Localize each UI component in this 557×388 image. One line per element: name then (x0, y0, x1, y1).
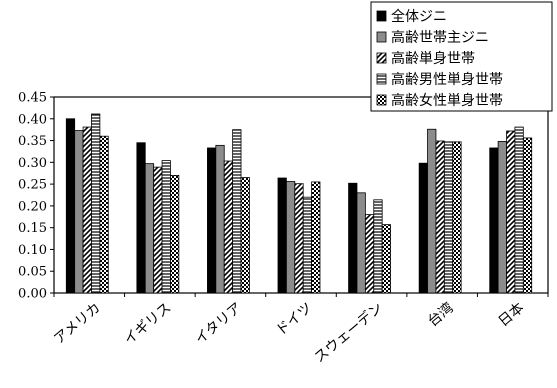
bar-全体ジニ-アメリカ (65, 118, 76, 294)
bar-高齢世帯主ジニ-スウェーデン (356, 192, 366, 294)
bar-高齢世帯主ジニ-ドイツ (285, 181, 296, 294)
bar-高齢世帯主ジニ-イタリア (215, 144, 225, 294)
bar-高齢女性単身世帯-日本 (522, 137, 533, 294)
x-category-label: イギリス (121, 300, 174, 348)
legend-label: 高齢世帯主ジニ (391, 29, 489, 46)
bar-高齢男性単身世帯-スウェーデン (373, 199, 383, 294)
bar-全体ジニ-イタリア (207, 147, 217, 294)
bar-高齢女性単身世帯-スウェーデン (381, 224, 391, 294)
bar-高齢女性単身世帯-台湾 (452, 141, 462, 294)
bar-高齢世帯主ジニ-台湾 (427, 128, 437, 294)
bar-高齢男性単身世帯-アメリカ (91, 113, 101, 294)
bar-全体ジニ-日本 (489, 147, 499, 294)
x-category-label: 台湾 (424, 299, 456, 330)
x-category-label: イタリア (192, 300, 245, 348)
bar-高齢単身世帯-アメリカ (82, 126, 92, 294)
y-tick-label: 0.20 (18, 199, 47, 214)
legend-swatch (376, 94, 387, 106)
y-tick-label: 0.35 (18, 134, 47, 149)
bar-全体ジニ-ドイツ (277, 177, 287, 294)
x-category-label: 日本 (496, 300, 528, 330)
bar-高齢女性単身世帯-イタリア (240, 177, 250, 294)
bar-高齢世帯主ジニ-イギリス (144, 163, 155, 294)
y-tick-label: 0.05 (18, 265, 47, 280)
bar-高齢女性単身世帯-イギリス (170, 174, 180, 294)
legend-label: 高齢男性単身世帯 (391, 71, 503, 88)
bar-高齢女性単身世帯-ドイツ (311, 181, 321, 294)
legend-label: 高齢単身世帯 (391, 50, 475, 67)
bar-高齢単身世帯-日本 (506, 130, 516, 294)
y-tick-label: 0.00 (18, 287, 47, 302)
y-tick-label: 0.40 (18, 112, 47, 127)
bar-高齢男性単身世帯-日本 (514, 126, 524, 294)
bar-高齢単身世帯-ドイツ (294, 183, 304, 294)
bar-高齢男性単身世帯-台湾 (443, 141, 454, 294)
legend-label: 高齢女性単身世帯 (391, 92, 503, 109)
legend-swatch (376, 73, 387, 85)
legend-box (370, 1, 553, 112)
bar-高齢単身世帯-台湾 (435, 140, 445, 294)
bar-高齢男性単身世帯-イタリア (232, 129, 242, 294)
bar-高齢男性単身世帯-ドイツ (302, 196, 313, 294)
y-axis: 0.00 0.05 0.10 0.15 0.20 0.25 0.30 0.35 0.40 0.45 (18, 91, 54, 302)
legend-swatch (376, 52, 387, 64)
bar-全体ジニ-スウェーデン (348, 182, 358, 294)
bar-全体ジニ-台湾 (418, 162, 428, 294)
legend-swatch (376, 10, 387, 22)
legend-label: 全体ジニ (391, 8, 447, 25)
y-tick-label: 0.10 (18, 243, 47, 258)
y-tick-label: 0.25 (18, 178, 47, 193)
bar-全体ジニ-イギリス (136, 142, 146, 294)
x-category-label: ドイツ (273, 300, 315, 339)
x-category-label: スウェーデン (311, 299, 386, 366)
bar-高齢世帯主ジニ-日本 (497, 141, 507, 294)
bar-高齢男性単身世帯-イギリス (161, 160, 171, 294)
bar-高齢単身世帯-イタリア (223, 160, 234, 294)
plot-area (53, 96, 549, 294)
bar-高齢世帯主ジニ-アメリカ (74, 130, 84, 294)
bar-高齢女性単身世帯-アメリカ (99, 135, 109, 294)
y-tick-label: 0.45 (18, 91, 47, 106)
y-tick-label: 0.15 (18, 221, 47, 236)
x-category-label: アメリカ (51, 300, 104, 348)
bar-高齢単身世帯-スウェーデン (364, 214, 375, 294)
bar-高齢単身世帯-イギリス (153, 166, 163, 294)
legend-swatch (376, 31, 387, 43)
y-tick-label: 0.30 (18, 156, 47, 171)
